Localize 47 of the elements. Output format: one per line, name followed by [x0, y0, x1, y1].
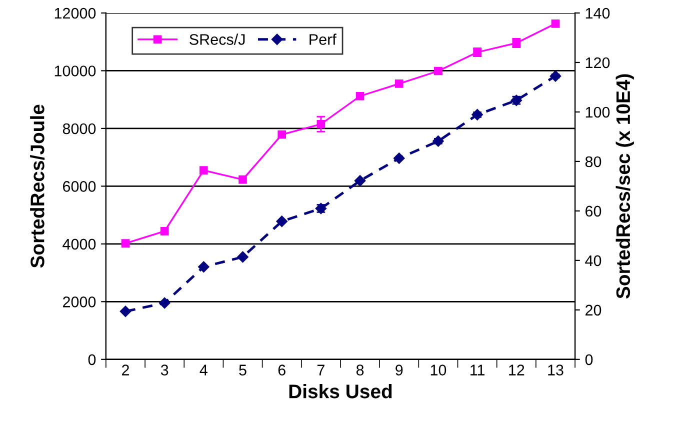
point: [356, 92, 364, 100]
legend-label: Perf: [310, 34, 336, 45]
point: [200, 166, 208, 174]
y-tick-label: 8000: [62, 123, 96, 134]
y2-tick-label: 100: [586, 106, 610, 118]
point: [276, 216, 288, 227]
x-tick-label: 9: [396, 364, 403, 376]
x-axis-title: Disks Used: [289, 384, 392, 398]
point: [278, 130, 286, 139]
point: [120, 306, 132, 317]
y2-tick-label: 140: [586, 8, 610, 19]
x-tick-label: 10: [430, 364, 446, 376]
x-tick-label: 13: [548, 364, 564, 376]
y-tick-label: 6000: [63, 181, 96, 192]
y2-tick-label: 0: [585, 354, 593, 366]
point: [237, 251, 248, 263]
y2-tick-label: 60: [586, 206, 602, 217]
x-tick-label: 4: [200, 364, 208, 376]
y-tick-label: 0: [88, 354, 96, 366]
y2-tick-label: 20: [586, 304, 602, 316]
legend-label: SRecs/J: [190, 34, 245, 45]
y-tick-label: 12000: [54, 8, 96, 19]
point: [198, 261, 210, 272]
y2-tick-label: 120: [586, 57, 610, 68]
y2-tick-label: 40: [585, 255, 602, 266]
point: [394, 152, 405, 164]
y-axis-title: SortedRecs/Joule: [30, 104, 45, 268]
y-tick-label: 2000: [63, 296, 96, 308]
x-tick-label: 3: [160, 364, 168, 376]
point: [121, 239, 130, 248]
x-tick-label: 12: [509, 364, 524, 376]
y-tick-label: 10000: [54, 66, 96, 76]
point: [238, 175, 247, 184]
y2-tick-label: 80: [585, 156, 602, 168]
point: [158, 297, 170, 309]
x-tick-label: 2: [122, 364, 129, 376]
point: [354, 175, 366, 186]
x-tick-label: 8: [356, 364, 364, 376]
y-tick-label: 4000: [62, 238, 96, 250]
y2-axis-title: SortedRecs/sec (x 10E4): [616, 74, 634, 299]
point: [160, 227, 169, 236]
x-tick-label: 6: [278, 364, 286, 376]
x-tick-label: 5: [239, 364, 246, 376]
x-tick-label: 7: [317, 364, 324, 376]
point: [551, 20, 560, 28]
point: [394, 80, 404, 88]
x-tick-label: 11: [470, 364, 484, 376]
